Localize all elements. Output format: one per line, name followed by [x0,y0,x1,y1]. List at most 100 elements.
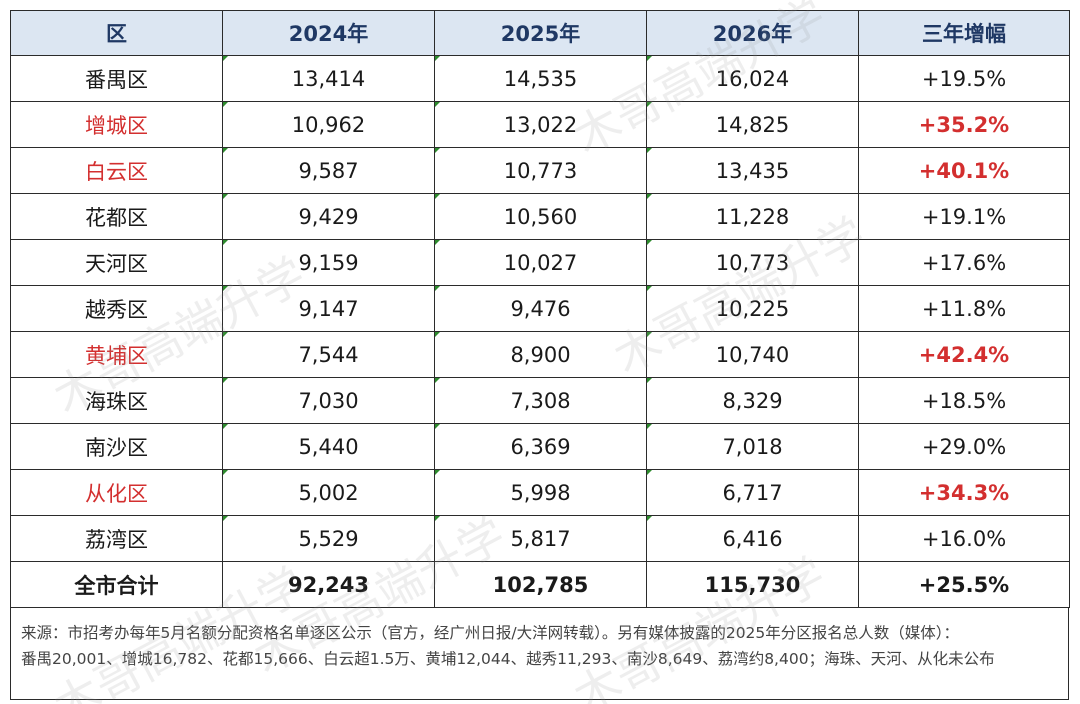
cell-comment-marker [647,102,652,107]
growth-cell: +18.5% [858,377,1070,424]
growth-cell: +34.3% [858,469,1070,516]
value-2026-cell: 115,730 [646,561,859,608]
table-row: 越秀区 9,147 9,476 10,225 +11.8% [10,285,1070,332]
value-2024-cell: 5,440 [222,423,435,470]
table-row: 黄埔区 7,544 8,900 10,740 +42.4% [10,331,1070,378]
cell-comment-marker [223,516,228,521]
value-2024-cell: 5,529 [222,515,435,562]
value-2026-cell: 6,416 [646,515,859,562]
cell-comment-marker [435,378,440,383]
growth-cell: +29.0% [858,423,1070,470]
district-cell: 海珠区 [10,377,223,424]
value-2025-cell: 14,535 [434,55,647,102]
source-note: 来源：市招考办每年5月名额分配资格名单逐区公示（官方，经广州日报/大洋网转载）。… [10,608,1069,700]
cell-comment-marker [647,286,652,291]
table-row: 南沙区 5,440 6,369 7,018 +29.0% [10,423,1070,470]
growth-cell: +19.5% [858,55,1070,102]
cell-comment-marker [435,240,440,245]
cell-comment-marker [435,516,440,521]
value-2024-cell: 13,414 [222,55,435,102]
cell-comment-marker [223,424,228,429]
value-2026-cell: 10,740 [646,331,859,378]
value-2026-cell: 8,329 [646,377,859,424]
cell-comment-marker [223,194,228,199]
district-cell: 天河区 [10,239,223,286]
table-total-row: 全市合计 92,243 102,785 115,730 +25.5% [10,561,1070,608]
cell-comment-marker [647,470,652,475]
value-2026-cell: 13,435 [646,147,859,194]
source-note-line2: 番禺20,001、增城16,782、花都15,666、白云超1.5万、黄埔12,… [21,650,995,668]
growth-cell: +16.0% [858,515,1070,562]
growth-cell: +25.5% [858,561,1070,608]
cell-comment-marker [647,240,652,245]
value-2024-cell: 7,030 [222,377,435,424]
cell-comment-marker [435,286,440,291]
value-2024-cell: 92,243 [222,561,435,608]
table-row: 增城区 10,962 13,022 14,825 +35.2% [10,101,1070,148]
value-2026-cell: 10,225 [646,285,859,332]
growth-cell: +42.4% [858,331,1070,378]
value-2026-cell: 10,773 [646,239,859,286]
district-cell: 南沙区 [10,423,223,470]
value-2025-cell: 10,560 [434,193,647,240]
growth-cell: +19.1% [858,193,1070,240]
enrollment-table: 区 2024年 2025年 2026年 三年增幅 番禺区 13,414 14,535… [10,10,1070,608]
table-row: 番禺区 13,414 14,535 16,024 +19.5% [10,55,1070,102]
value-2025-cell: 6,369 [434,423,647,470]
header-2026: 2026年 [646,10,859,56]
growth-cell: +40.1% [858,147,1070,194]
district-cell: 花都区 [10,193,223,240]
table-row: 白云区 9,587 10,773 13,435 +40.1% [10,147,1070,194]
table-row: 海珠区 7,030 7,308 8,329 +18.5% [10,377,1070,424]
header-district: 区 [10,10,223,56]
value-2025-cell: 10,027 [434,239,647,286]
cell-comment-marker [647,148,652,153]
cell-comment-marker [435,102,440,107]
table-row: 天河区 9,159 10,027 10,773 +17.6% [10,239,1070,286]
cell-comment-marker [647,194,652,199]
value-2026-cell: 11,228 [646,193,859,240]
cell-comment-marker [647,378,652,383]
value-2024-cell: 7,544 [222,331,435,378]
table-row: 荔湾区 5,529 5,817 6,416 +16.0% [10,515,1070,562]
cell-comment-marker [647,424,652,429]
value-2025-cell: 13,022 [434,101,647,148]
district-cell: 荔湾区 [10,515,223,562]
header-2024: 2024年 [222,10,435,56]
source-note-line1: 来源：市招考办每年5月名额分配资格名单逐区公示（官方，经广州日报/大洋网转载）。… [21,624,960,642]
value-2026-cell: 14,825 [646,101,859,148]
district-cell: 增城区 [10,101,223,148]
growth-cell: +11.8% [858,285,1070,332]
district-cell: 白云区 [10,147,223,194]
district-cell: 番禺区 [10,55,223,102]
value-2025-cell: 10,773 [434,147,647,194]
growth-cell: +17.6% [858,239,1070,286]
value-2026-cell: 6,717 [646,469,859,516]
cell-comment-marker [223,240,228,245]
cell-comment-marker [435,470,440,475]
district-cell: 越秀区 [10,285,223,332]
cell-comment-marker [223,148,228,153]
cell-comment-marker [435,424,440,429]
value-2024-cell: 9,429 [222,193,435,240]
value-2024-cell: 10,962 [222,101,435,148]
cell-comment-marker [647,56,652,61]
cell-comment-marker [223,102,228,107]
district-cell: 全市合计 [10,561,223,608]
cell-comment-marker [223,378,228,383]
table-body: 番禺区 13,414 14,535 16,024 +19.5% 增城区 10,962 13,0… [10,55,1070,608]
growth-cell: +35.2% [858,101,1070,148]
value-2025-cell: 102,785 [434,561,647,608]
value-2026-cell: 16,024 [646,55,859,102]
value-2024-cell: 9,587 [222,147,435,194]
value-2025-cell: 8,900 [434,331,647,378]
cell-comment-marker [435,56,440,61]
table-header-row: 区 2024年 2025年 2026年 三年增幅 [10,10,1070,56]
district-cell: 从化区 [10,469,223,516]
value-2025-cell: 9,476 [434,285,647,332]
table-row: 花都区 9,429 10,560 11,228 +19.1% [10,193,1070,240]
cell-comment-marker [223,332,228,337]
cell-comment-marker [647,332,652,337]
cell-comment-marker [223,56,228,61]
